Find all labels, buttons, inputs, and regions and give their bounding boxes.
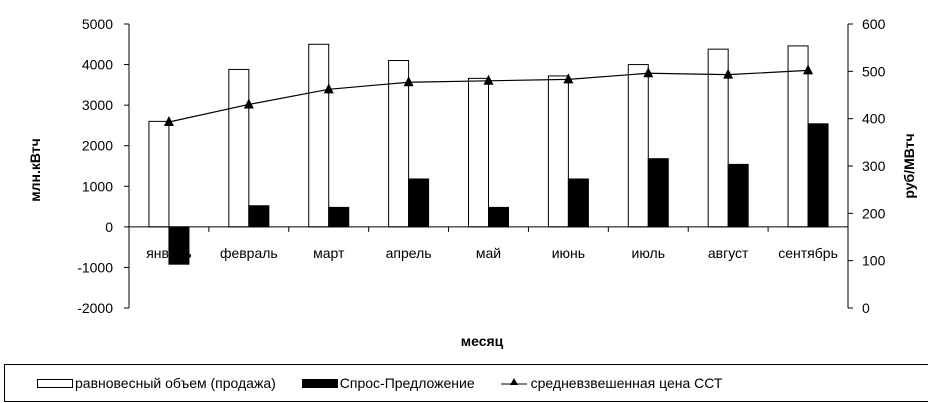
- category-label: январь: [146, 245, 191, 261]
- category-label: август: [708, 245, 749, 261]
- legend-label: Спрос-Предложение: [339, 375, 475, 391]
- price-point-marker: [643, 67, 654, 78]
- bar-demand-supply: [807, 123, 829, 228]
- category-labels: январь февраль март апрель май июнь июль август…: [146, 245, 838, 261]
- right-tick-label: 500: [862, 63, 886, 79]
- price-point-marker: [403, 76, 414, 87]
- bar-equilibrium-volume: [547, 75, 569, 228]
- right-axis-title: руб/МВтч: [901, 133, 917, 198]
- price-line-group: [163, 64, 814, 126]
- price-point-marker: [803, 64, 814, 75]
- left-y-axis: 5000 4000 3000 2000 1000 0 -1000 -2000: [77, 16, 130, 316]
- price-point-marker: [163, 115, 174, 126]
- legend-label: средневзвешенная цена ССТ: [530, 375, 723, 391]
- legend-item-weighted-price: средневзвешенная цена ССТ: [500, 375, 723, 391]
- bar-demand-supply: [408, 178, 430, 228]
- x-axis-title: месяц: [461, 333, 504, 349]
- bar-demand-supply: [488, 206, 509, 228]
- legend-swatch-black-bar: [301, 378, 338, 388]
- left-axis-title: млн.кВтч: [27, 138, 43, 202]
- legend: равновесный объем (продажа) Спрос-Предло…: [4, 364, 928, 402]
- right-tick-label: 0: [862, 300, 870, 316]
- price-point-marker: [563, 73, 574, 84]
- bar-demand-supply: [647, 158, 669, 228]
- price-point-marker: [323, 83, 334, 94]
- legend-item-demand-supply: Спрос-Предложение: [301, 375, 475, 391]
- legend-swatch-white-bar: [37, 378, 73, 388]
- left-tick-label: -2000: [77, 300, 113, 316]
- bar-demand-supply: [567, 178, 589, 228]
- category-label: апрель: [386, 245, 432, 261]
- left-tick-label: 0: [105, 219, 113, 235]
- left-tick-label: 5000: [82, 16, 113, 32]
- legend-item-equilibrium-volume: равновесный объем (продажа): [37, 375, 276, 391]
- bars-group: [148, 43, 829, 265]
- left-tick-label: -1000: [77, 259, 113, 275]
- bar-equilibrium-volume: [468, 77, 489, 228]
- price-point-marker: [483, 74, 494, 85]
- category-label: май: [476, 245, 501, 261]
- bar-equilibrium-volume: [627, 64, 649, 228]
- left-tick-label: 1000: [82, 178, 113, 194]
- bar-equilibrium-volume: [228, 68, 250, 228]
- category-label: февраль: [220, 245, 278, 261]
- left-tick-label: 2000: [82, 138, 113, 154]
- bar-equilibrium-volume: [148, 120, 170, 228]
- legend-swatch-line-triangle: [500, 377, 527, 389]
- left-tick-label: 3000: [82, 97, 113, 113]
- category-label: июль: [632, 245, 665, 261]
- right-tick-label: 300: [862, 158, 886, 174]
- price-point-marker: [243, 98, 254, 109]
- zero-baseline: [128, 226, 849, 232]
- right-tick-label: 200: [862, 205, 886, 221]
- category-label: июнь: [552, 245, 585, 261]
- bar-demand-supply: [248, 205, 270, 228]
- right-tick-label: 400: [862, 111, 886, 127]
- price-point-marker: [723, 68, 734, 79]
- right-tick-label: 600: [862, 16, 886, 32]
- right-tick-label: 100: [862, 253, 886, 269]
- legend-label: равновесный объем (продажа): [75, 375, 276, 391]
- category-label: март: [313, 245, 345, 261]
- bar-demand-supply: [727, 163, 749, 228]
- bar-equilibrium-volume: [308, 43, 330, 228]
- right-y-axis: 600 500 400 300 200 100 0: [847, 16, 886, 316]
- category-label: сентябрь: [778, 245, 838, 261]
- bar-demand-supply: [328, 206, 350, 228]
- left-tick-label: 4000: [82, 57, 113, 73]
